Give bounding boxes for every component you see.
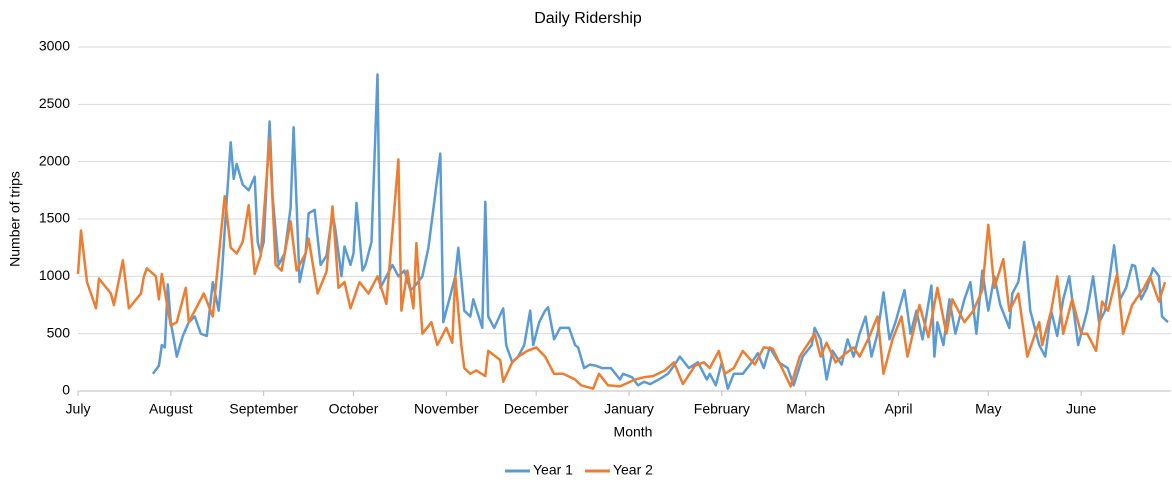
x-tick-label: March bbox=[786, 401, 825, 417]
x-tick-label: August bbox=[149, 401, 193, 417]
legend-label: Year 1 bbox=[533, 462, 573, 478]
x-tick-label: December bbox=[504, 401, 569, 417]
y-tick-label: 1000 bbox=[39, 267, 70, 283]
y-tick-label: 2500 bbox=[39, 95, 70, 111]
x-tick-label: June bbox=[1066, 401, 1097, 417]
y-tick-label: 1500 bbox=[39, 210, 70, 226]
y-tick-label: 2000 bbox=[39, 152, 70, 168]
chart-title: Daily Ridership bbox=[534, 10, 642, 27]
x-tick-label: May bbox=[975, 401, 1001, 417]
x-tick-label: November bbox=[414, 401, 479, 417]
legend-label: Year 2 bbox=[613, 462, 653, 478]
x-tick-label: September bbox=[229, 401, 298, 417]
y-tick-label: 500 bbox=[47, 324, 71, 340]
x-tick-label: January bbox=[604, 401, 654, 417]
y-tick-label: 3000 bbox=[39, 38, 70, 54]
x-tick-label: October bbox=[329, 401, 379, 417]
x-tick-label: July bbox=[66, 401, 91, 417]
x-tick-label: February bbox=[694, 401, 750, 417]
data-line bbox=[151, 73, 1169, 390]
y-axis-label: Number of trips bbox=[7, 171, 23, 267]
y-tick-label: 0 bbox=[62, 382, 70, 398]
data-line bbox=[76, 137, 1167, 390]
x-axis-label: Month bbox=[614, 424, 653, 440]
x-tick-label: April bbox=[884, 401, 912, 417]
